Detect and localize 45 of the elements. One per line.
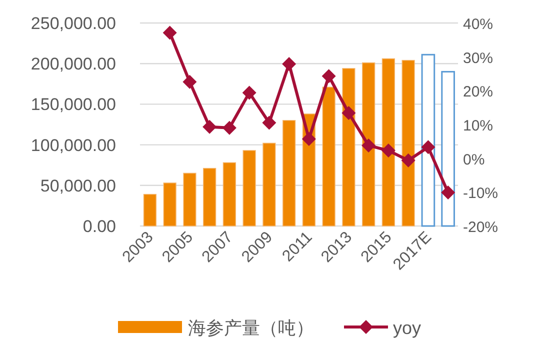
bar xyxy=(163,182,176,226)
legend-label: 海参产量（吨） xyxy=(188,318,314,338)
point xyxy=(202,120,217,134)
legend-label: yoy xyxy=(393,318,422,338)
bar xyxy=(421,54,436,227)
bar xyxy=(262,142,276,226)
point xyxy=(262,116,276,130)
point xyxy=(162,26,177,40)
point xyxy=(401,153,416,168)
bar xyxy=(242,150,256,226)
bar xyxy=(402,60,415,226)
point xyxy=(362,138,376,152)
y2-tick-label: -10% xyxy=(463,185,498,202)
y-tick-label: 150,000.00 xyxy=(30,95,116,114)
bar xyxy=(222,162,236,226)
y2-tick-label: 40% xyxy=(463,16,494,33)
y2-tick-label: 20% xyxy=(463,84,494,101)
point xyxy=(242,86,256,100)
y2-tick-label: 10% xyxy=(463,118,494,134)
point xyxy=(322,69,336,84)
bar xyxy=(362,62,376,226)
point xyxy=(381,144,396,158)
bar xyxy=(282,120,296,226)
bar xyxy=(382,58,395,226)
y-tick-label: 100,000.00 xyxy=(30,136,116,155)
bar xyxy=(441,70,455,227)
bar xyxy=(203,168,216,226)
bar xyxy=(342,68,356,226)
y-tick-label: 50,000.00 xyxy=(40,176,116,196)
bar xyxy=(183,172,196,226)
y-tick-label: 0.00 xyxy=(82,217,116,236)
point xyxy=(302,132,316,146)
point xyxy=(222,120,236,135)
y2-tick-label: 30% xyxy=(463,50,494,67)
y2-tick-label: -20% xyxy=(463,219,498,236)
point xyxy=(441,186,456,200)
bar xyxy=(143,194,156,226)
y-tick-label: 250,000.00 xyxy=(30,14,116,33)
point xyxy=(182,74,197,89)
point xyxy=(342,106,356,120)
point xyxy=(282,56,296,71)
y2-tick-label: 0% xyxy=(463,151,485,168)
point xyxy=(421,140,436,154)
y-tick-label: 200,000.00 xyxy=(30,54,116,74)
bar xyxy=(322,86,336,226)
